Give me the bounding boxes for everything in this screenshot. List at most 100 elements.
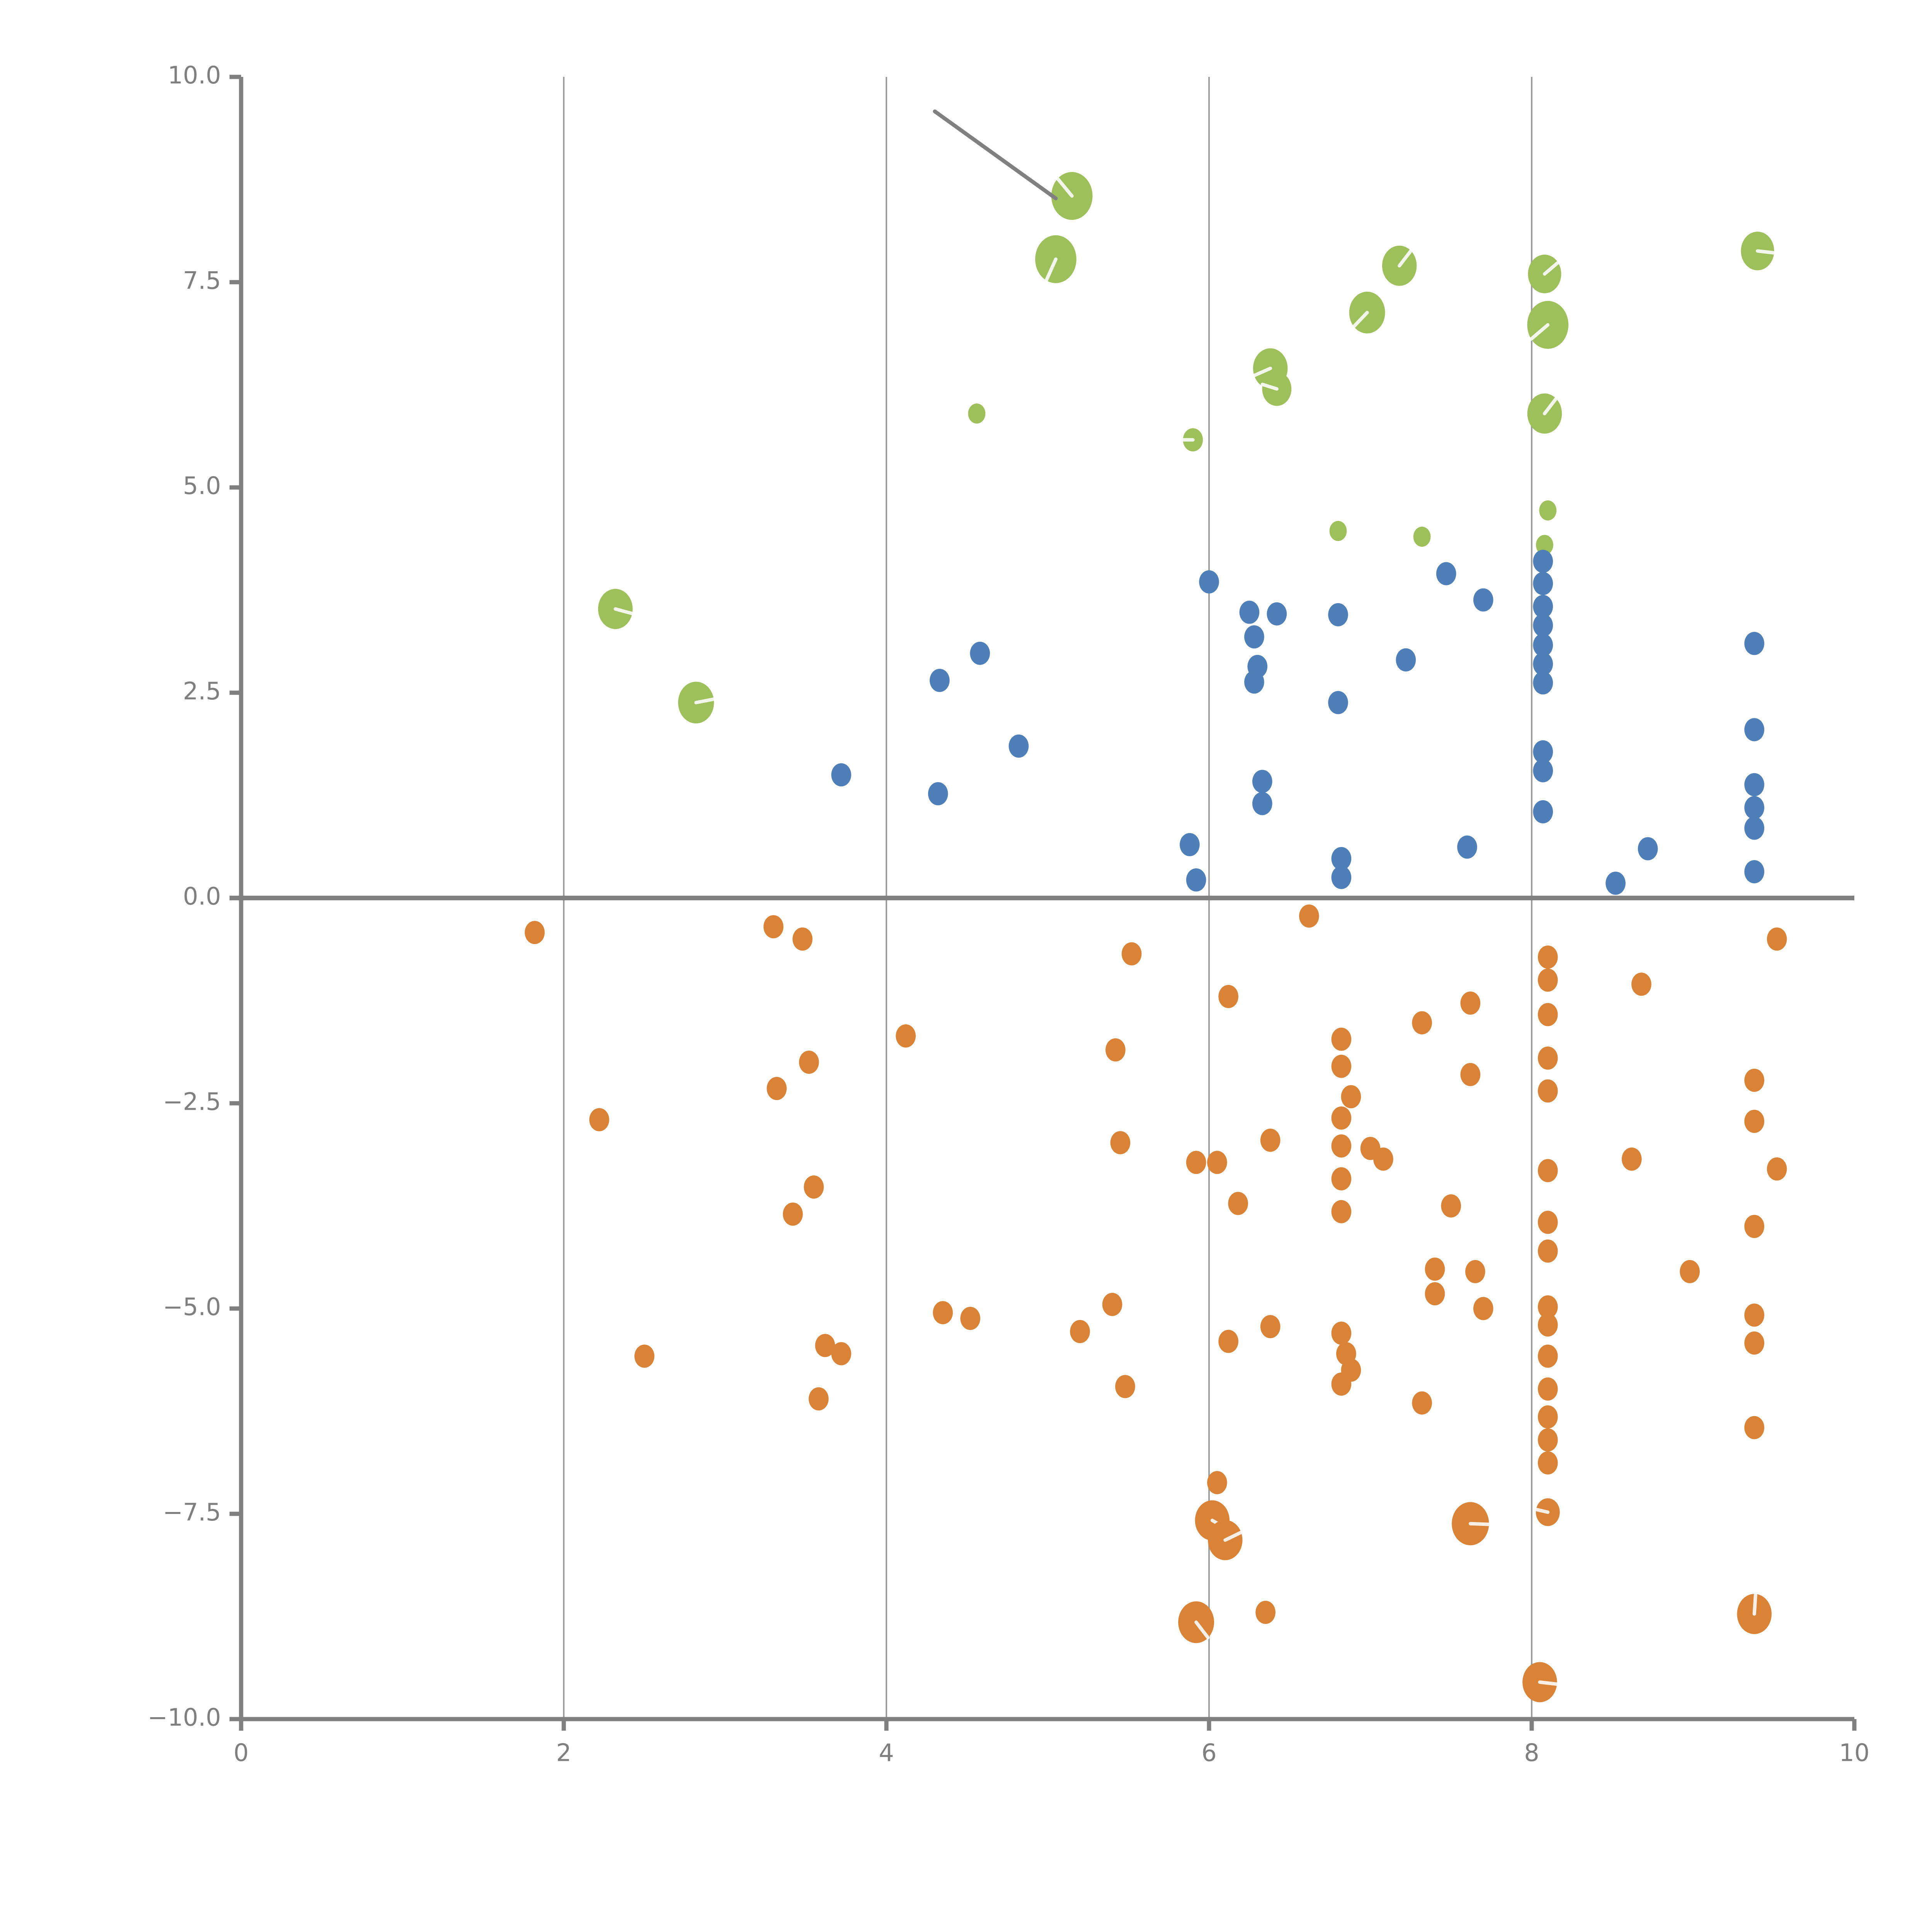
- marker-blue-14: [1533, 652, 1553, 676]
- marker-orange-61: [634, 1344, 655, 1368]
- marker-wedge-indicator: [1756, 249, 1776, 255]
- x-tick-label-5: 10: [1839, 1738, 1870, 1767]
- marker-body: [1070, 1320, 1090, 1343]
- marker-body: [1412, 1011, 1432, 1034]
- marker-body: [1329, 521, 1347, 541]
- y-tick-label-0: −10.0: [148, 1703, 221, 1731]
- marker-blue-39: [1186, 868, 1206, 892]
- marker-body: [1373, 1147, 1393, 1171]
- marker-blue-11: [1533, 633, 1553, 657]
- marker-blue-24: [1533, 759, 1553, 782]
- marker-blue-27: [1252, 770, 1272, 793]
- marker-body: [1533, 740, 1553, 764]
- marker-orange-19: [1460, 1063, 1481, 1086]
- marker-orange-60: [1331, 1321, 1352, 1345]
- marker-body: [1537, 1377, 1558, 1401]
- marker-wedge-indicator: [1398, 249, 1413, 268]
- marker-body: [1331, 1134, 1352, 1158]
- marker-body: [1537, 1405, 1558, 1429]
- marker-body: [1533, 652, 1553, 676]
- marker-body: [1533, 549, 1553, 573]
- marker-blue-20: [1328, 691, 1348, 714]
- marker-wedge-indicator: [614, 607, 634, 616]
- marker-green-11: [1181, 428, 1203, 452]
- marker-body: [1744, 773, 1764, 796]
- marker-body: [928, 782, 948, 806]
- marker-orange-20: [1744, 1068, 1764, 1092]
- marker-body: [589, 1108, 609, 1131]
- marker-blue-28: [928, 782, 948, 806]
- marker-body: [1605, 871, 1626, 895]
- marker-orange-8: [1631, 973, 1651, 996]
- y-tick-label-1: −7.5: [163, 1498, 221, 1526]
- marker-body: [1412, 1391, 1432, 1415]
- marker-body: [1533, 759, 1553, 782]
- marker-blue-38: [1331, 866, 1352, 889]
- marker-body: [933, 1301, 953, 1325]
- marker-blue-25: [831, 763, 851, 787]
- marker-body: [1622, 1147, 1642, 1171]
- y-tick-label-8: 10.0: [168, 61, 221, 89]
- marker-body: [1460, 992, 1481, 1015]
- marker-blue-15: [1396, 648, 1416, 672]
- marker-blue-35: [1638, 837, 1658, 861]
- marker-orange-15: [1105, 1038, 1126, 1062]
- marker-body: [1299, 904, 1319, 928]
- marker-body: [1744, 1331, 1764, 1355]
- marker-body: [1744, 796, 1764, 820]
- marker-orange-55: [1744, 1303, 1764, 1327]
- marker-blue-0: [1533, 549, 1553, 573]
- marker-blue-10: [1244, 625, 1264, 649]
- marker-body: [1255, 1600, 1276, 1624]
- marker-body: [1413, 527, 1431, 547]
- marker-blue-19: [929, 668, 950, 692]
- marker-blue-17: [1533, 671, 1553, 695]
- marker-body: [1537, 1046, 1558, 1070]
- marker-body: [1533, 671, 1553, 695]
- marker-orange-25: [1331, 1106, 1352, 1130]
- marker-orange-29: [1331, 1134, 1352, 1158]
- marker-wedge-indicator: [1252, 366, 1272, 378]
- marker-orange-7: [1537, 968, 1558, 992]
- marker-body: [1341, 1085, 1361, 1109]
- marker-green-0: [1051, 172, 1093, 220]
- marker-wedge-indicator: [1223, 1530, 1243, 1542]
- marker-orange-64: [1744, 1331, 1764, 1355]
- y-tick-label-5: 2.5: [183, 677, 221, 705]
- marker-orange-68: [1115, 1375, 1135, 1398]
- marker-body: [1009, 734, 1029, 758]
- marker-orange-4: [793, 927, 813, 951]
- marker-green-14: [1329, 521, 1347, 541]
- marker-body: [1102, 1293, 1122, 1316]
- marker-body: [896, 1024, 916, 1048]
- marker-blue-4: [1533, 595, 1553, 618]
- marker-blue-30: [1744, 796, 1764, 820]
- marker-body: [1218, 985, 1238, 1008]
- marker-body: [1537, 968, 1558, 992]
- x-tick-label-0: 0: [233, 1738, 248, 1767]
- marker-orange-6: [1537, 946, 1558, 969]
- marker-green-16: [598, 589, 634, 629]
- marker-body: [1537, 1239, 1558, 1263]
- marker-wedge-indicator: [1534, 1507, 1550, 1514]
- marker-orange-39: [1228, 1192, 1248, 1215]
- marker-orange-73: [1537, 1405, 1558, 1429]
- marker-blue-3: [1436, 562, 1456, 585]
- marker-green-9: [1527, 393, 1562, 434]
- marker-body: [1744, 1416, 1764, 1439]
- marker-body: [1465, 1260, 1485, 1283]
- marker-blue-34: [1457, 835, 1477, 859]
- marker-wedge-indicator: [1543, 260, 1560, 276]
- marker-wedge-indicator: [1260, 383, 1279, 391]
- marker-body: [1425, 1257, 1445, 1281]
- marker-blue-18: [970, 641, 990, 665]
- marker-body: [1121, 942, 1142, 966]
- data-markers: [525, 172, 1787, 1702]
- marker-body: [767, 1077, 787, 1100]
- marker-body: [783, 1202, 803, 1226]
- marker-body: [1537, 946, 1558, 969]
- marker-orange-46: [1425, 1257, 1445, 1281]
- marker-body: [1537, 1344, 1558, 1368]
- marker-body: [804, 1175, 824, 1199]
